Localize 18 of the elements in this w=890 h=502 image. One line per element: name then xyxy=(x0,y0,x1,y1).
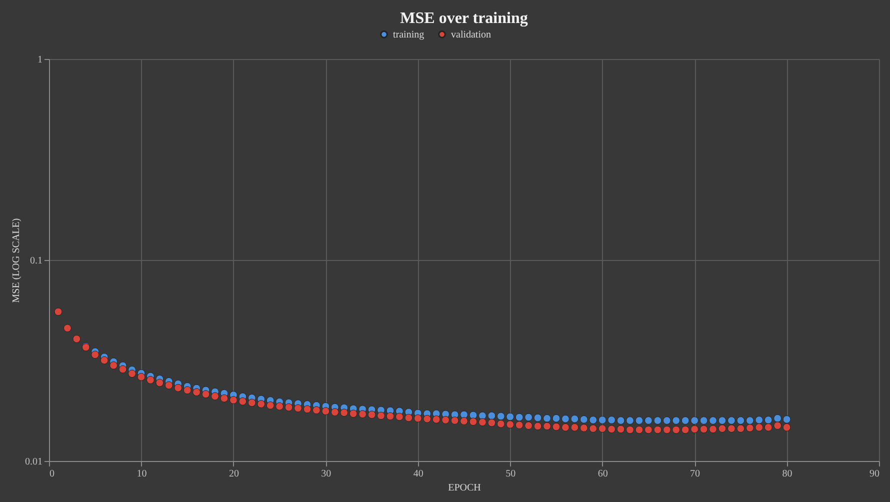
x-tick-label: 10 xyxy=(136,468,147,480)
y-tick-label: 0.01 xyxy=(25,456,42,468)
x-tick-label: 50 xyxy=(506,468,516,480)
x-axis-title: EPOCH xyxy=(448,482,481,494)
legend-label: training xyxy=(393,29,424,40)
x-tick-label: 20 xyxy=(228,468,239,480)
x-tick-label: 60 xyxy=(598,468,608,480)
x-tick-label: 40 xyxy=(413,468,424,480)
legend-label: validation xyxy=(451,29,491,40)
y-tick-label: 1 xyxy=(38,54,42,66)
x-tick-label: 0 xyxy=(50,468,54,480)
x-tick-label: 70 xyxy=(690,468,700,480)
y-tick-label: 0.1 xyxy=(30,256,42,266)
x-tick-label: 80 xyxy=(782,468,792,480)
chart-title: MSE over training xyxy=(400,10,528,27)
y-axis-title: MSE (LOG SCALE) xyxy=(11,218,22,303)
x-tick-label: 90 xyxy=(870,468,880,480)
x-tick-label: 30 xyxy=(321,468,332,480)
